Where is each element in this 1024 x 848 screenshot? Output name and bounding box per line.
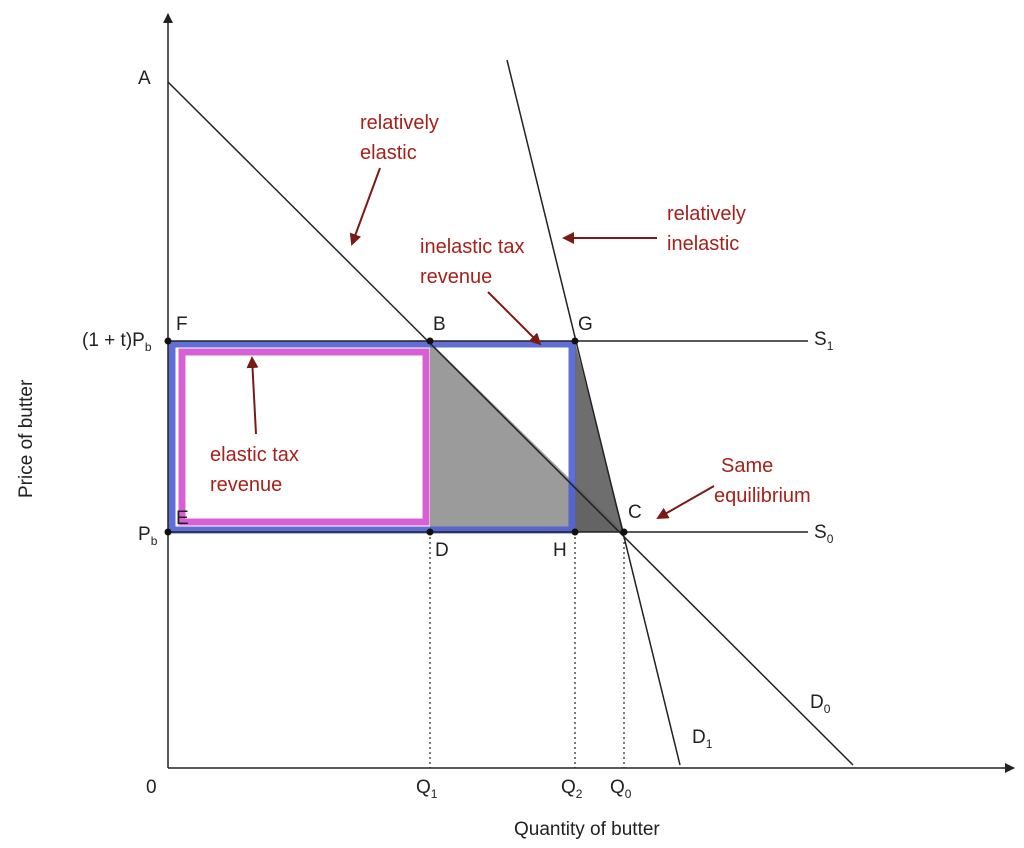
label-d0: D0 xyxy=(810,692,831,716)
label-e: E xyxy=(176,508,189,529)
label-h: H xyxy=(553,540,567,561)
annotation-same-equilibrium: Same equilibrium xyxy=(714,455,811,507)
label-c: C xyxy=(628,502,642,523)
label-q1: Q1 xyxy=(416,777,438,801)
point-h xyxy=(571,528,579,536)
label-g: G xyxy=(578,314,593,335)
label-d1: D1 xyxy=(692,727,713,751)
arrow-relatively-elastic xyxy=(349,167,381,246)
label-a: A xyxy=(138,68,151,89)
label-d: D xyxy=(435,540,449,561)
arrow-inelastic-tax-revenue xyxy=(487,291,542,346)
label-f: F xyxy=(176,314,188,335)
annotation-inelastic-tax-revenue: inelastic tax revenue xyxy=(420,236,530,288)
arrow-elastic-tax-revenue xyxy=(246,356,259,435)
label-taxed-price: (1 + t)Pb xyxy=(82,330,152,354)
point-e xyxy=(164,528,172,536)
label-s1: S1 xyxy=(814,329,834,353)
label-b: B xyxy=(433,314,446,335)
label-q2: Q2 xyxy=(561,777,583,801)
annotation-relatively-elastic: relatively elastic xyxy=(360,112,444,164)
point-f xyxy=(164,337,172,345)
annotation-elastic-tax-revenue: elastic tax revenue xyxy=(210,444,305,496)
arrow-same-equilibrium xyxy=(656,485,715,519)
point-g xyxy=(571,337,579,345)
x-axis-title: Quantity of butter xyxy=(514,819,660,840)
point-b xyxy=(426,337,434,345)
demand-curve-d1 xyxy=(506,59,681,766)
point-c xyxy=(620,528,628,536)
label-q0: Q0 xyxy=(610,777,632,801)
label-origin: 0 xyxy=(146,777,157,798)
elastic-tax-revenue-box xyxy=(178,348,430,526)
label-s0: S0 xyxy=(814,522,834,546)
annotation-relatively-inelastic: relatively inelastic xyxy=(667,203,751,255)
point-d xyxy=(426,528,434,536)
y-axis-title: Price of butter xyxy=(16,379,37,498)
demand-curve-d0 xyxy=(167,81,854,766)
label-base-price: Pb xyxy=(138,524,158,548)
inelastic-tax-revenue-box xyxy=(168,340,576,534)
